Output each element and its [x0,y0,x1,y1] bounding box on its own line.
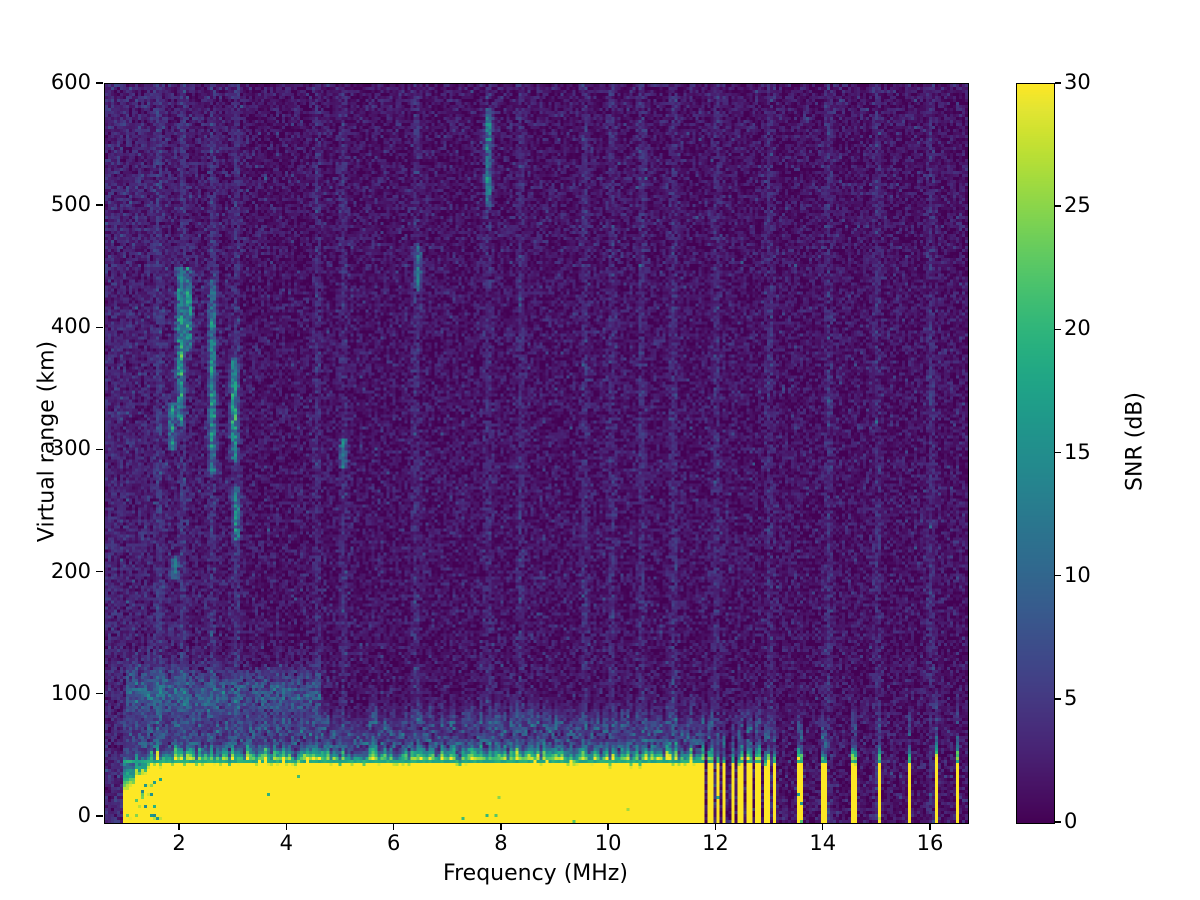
colorbar-tick-label: 20 [1064,316,1091,341]
x-tick-label: 10 [594,831,622,855]
x-tick-mark [500,823,502,830]
colorbar-tick-mark [1055,328,1061,331]
y-tick-label: 600 [50,70,91,94]
colorbar-tick-label: 10 [1064,562,1091,587]
ionogram-plot-area[interactable] [104,83,969,824]
x-tick-mark [392,823,395,830]
y-tick-label: 100 [50,680,91,705]
x-tick-label: 14 [809,831,837,855]
colorbar-label: SNR (dB) [1122,392,1148,491]
y-tick-mark [96,570,103,573]
y-tick-label: 400 [50,314,91,339]
y-tick-mark [96,82,103,84]
colorbar-tick-mark [1055,574,1061,577]
x-tick-mark [822,823,824,830]
x-tick-mark [607,823,609,830]
colorbar-gradient [1017,84,1054,823]
colorbar-tick-mark [1055,451,1061,454]
colorbar-tick-label: 25 [1064,193,1091,218]
y-tick-mark [96,448,103,451]
colorbar-tick-label: 0 [1064,809,1078,833]
x-tick-mark [929,823,931,830]
x-tick-mark [714,823,717,830]
colorbar-tick-label: 30 [1064,70,1091,94]
colorbar-tick-label: 15 [1064,439,1091,464]
colorbar[interactable] [1016,83,1055,824]
y-tick-mark [96,204,103,206]
y-tick-mark [96,326,103,328]
x-axis-label: Frequency (MHz) [443,861,628,886]
colorbar-tick-mark [1055,821,1061,823]
x-tick-label: 6 [386,831,401,855]
colorbar-tick-mark [1055,698,1061,700]
colorbar-tick-label: 5 [1064,685,1078,710]
x-tick-mark [178,823,180,830]
x-tick-mark [285,823,288,830]
colorbar-tick-mark [1055,82,1061,84]
y-tick-label: 200 [50,558,91,583]
y-tick-mark [96,693,103,695]
ionogram-heatmap-canvas[interactable] [105,84,968,823]
x-tick-label: 4 [279,831,294,855]
colorbar-tick-mark [1055,205,1061,207]
y-tick-label: 500 [50,192,91,217]
y-tick-label: 0 [77,802,91,827]
x-tick-label: 16 [916,831,944,855]
y-tick-label: 300 [50,436,91,461]
x-tick-label: 2 [172,831,186,855]
x-tick-label: 8 [494,831,508,855]
x-tick-label: 12 [702,831,729,855]
y-tick-mark [96,815,103,817]
